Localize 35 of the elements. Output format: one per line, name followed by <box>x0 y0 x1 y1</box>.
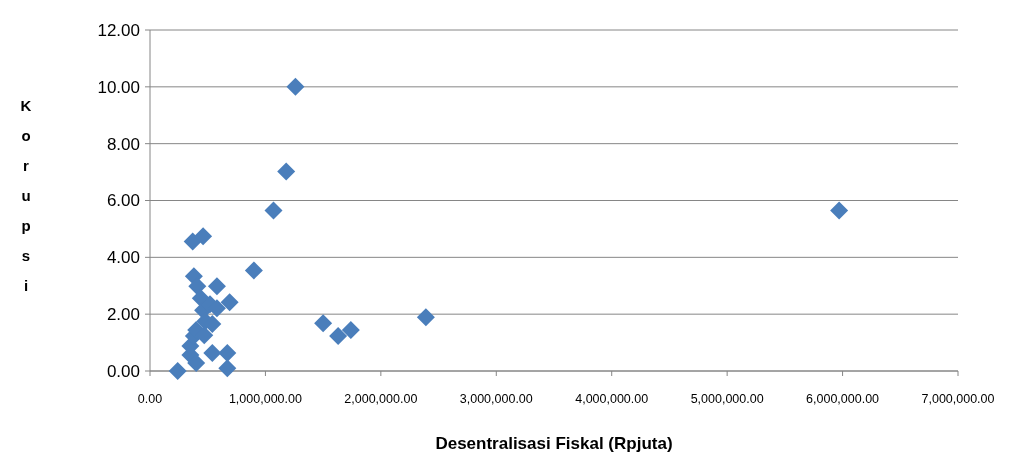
point <box>218 359 237 378</box>
x-tick-label: 5,000,000.00 <box>690 392 764 406</box>
y-tick-label: 6.00 <box>106 191 140 211</box>
point <box>277 162 296 181</box>
y-tick-label: 12.00 <box>97 20 140 40</box>
x-tick-label: 4,000,000.00 <box>575 392 649 406</box>
x-tick-label: 6,000,000.00 <box>806 392 880 406</box>
point <box>329 327 348 346</box>
y-tick-label: 10.00 <box>97 77 140 97</box>
point <box>286 77 305 96</box>
point <box>203 344 222 363</box>
point <box>341 321 360 340</box>
point <box>314 314 333 333</box>
point <box>264 201 283 220</box>
point <box>830 201 849 220</box>
x-tick-label: 7,000,000.00 <box>921 392 995 406</box>
y-tick-label: 2.00 <box>106 305 140 325</box>
x-tick-label: 2,000,000.00 <box>344 392 418 406</box>
point <box>244 261 263 280</box>
y-axis-title: Korupsi <box>20 96 32 294</box>
x-tick-label: 0.00 <box>137 392 163 406</box>
point <box>168 362 187 380</box>
point <box>220 293 239 312</box>
y-tick-label: 8.00 <box>106 134 140 154</box>
x-tick-label: 1,000,000.00 <box>228 392 302 406</box>
y-tick-label: 4.00 <box>106 248 140 268</box>
point <box>416 308 435 327</box>
point <box>218 344 237 363</box>
point <box>207 277 226 296</box>
point <box>188 277 207 296</box>
point <box>187 354 206 373</box>
x-tick-label: 3,000,000.00 <box>459 392 533 406</box>
point <box>194 227 213 246</box>
x-axis-title: Desentralisasi Fiskal (Rpjuta) <box>435 434 673 453</box>
y-tick-label: 0.00 <box>106 361 140 381</box>
